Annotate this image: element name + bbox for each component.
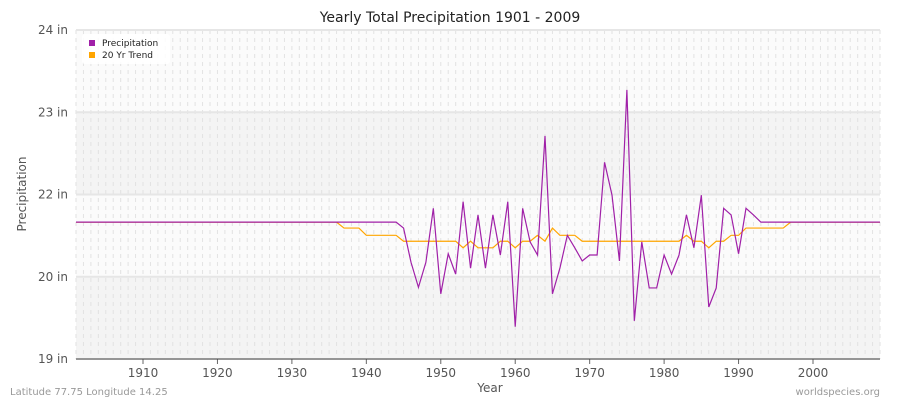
legend-label: Precipitation [102,39,158,49]
footer-source: worldspecies.org [796,387,880,398]
x-tick-label: 1980 [649,366,680,380]
legend-box [82,34,170,64]
x-axis-label: Year [476,381,502,395]
y-tick-label: 22 in [38,188,68,202]
chart-title: Yearly Total Precipitation 1901 - 2009 [319,10,581,26]
legend: Precipitation 20 Yr Trend [82,34,170,64]
x-tick-label: 1970 [574,366,605,380]
x-tick-label: 1910 [128,366,159,380]
y-axis-label: Precipitation [15,156,29,231]
y-tick-label: 23 in [38,105,68,119]
footer-coordinates: Latitude 77.75 Longitude 14.25 [10,387,168,398]
legend-label: 20 Yr Trend [102,51,153,61]
x-tick-label: 1990 [723,366,754,380]
x-tick-label: 2000 [798,366,829,380]
x-tick-label: 1930 [277,366,308,380]
legend-swatch [89,52,95,58]
y-tick-label: 20 in [38,270,68,284]
x-tick-label: 1960 [500,366,531,380]
x-tick-label: 1920 [202,366,233,380]
y-tick-label: 24 in [38,23,68,37]
series-line-precipitation [76,89,880,327]
legend-swatch [89,40,95,46]
x-tick-label: 1950 [426,366,457,380]
y-tick-label: 19 in [38,352,68,366]
x-tick-label: 1940 [351,366,382,380]
